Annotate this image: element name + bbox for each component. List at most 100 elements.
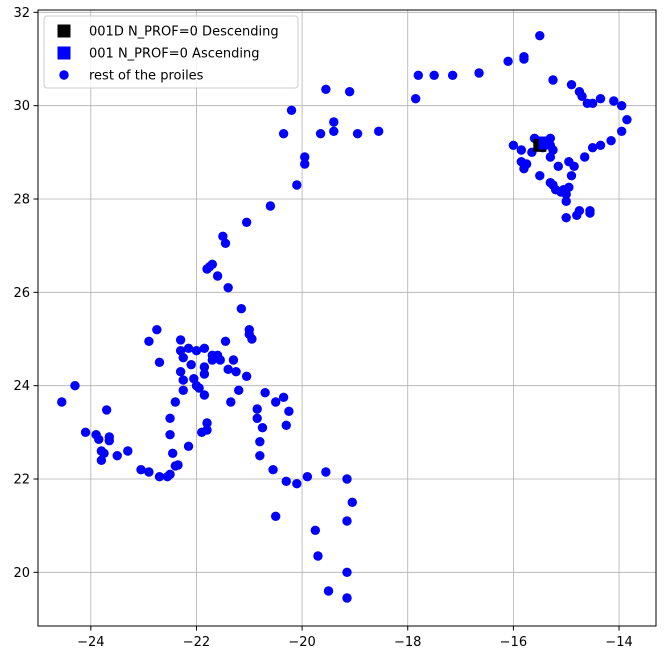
data-point bbox=[101, 405, 112, 415]
data-point bbox=[257, 422, 268, 433]
data-point bbox=[347, 497, 357, 508]
data-point-square bbox=[538, 136, 552, 150]
data-point bbox=[329, 117, 339, 127]
y-tick-label: 22 bbox=[13, 473, 30, 488]
data-point bbox=[167, 448, 178, 459]
data-point bbox=[234, 385, 244, 396]
legend-label: 001D N_PROF=0 Descending bbox=[89, 25, 279, 40]
data-point bbox=[226, 397, 236, 407]
data-point bbox=[165, 469, 175, 480]
data-point bbox=[241, 217, 252, 228]
grid-lines bbox=[38, 10, 656, 626]
data-point bbox=[561, 212, 571, 223]
data-point bbox=[270, 397, 281, 407]
x-tick-label: −22 bbox=[183, 635, 210, 650]
data-point bbox=[352, 128, 363, 139]
data-point bbox=[609, 96, 619, 106]
data-point bbox=[342, 516, 352, 526]
data-point bbox=[165, 413, 175, 424]
data-point bbox=[447, 70, 458, 81]
data-point bbox=[270, 511, 281, 522]
data-point bbox=[564, 182, 574, 193]
data-point bbox=[579, 152, 590, 162]
x-tick-label: −14 bbox=[605, 635, 632, 650]
data-point bbox=[561, 196, 571, 207]
data-point bbox=[342, 567, 352, 578]
data-point bbox=[616, 100, 627, 111]
data-point bbox=[323, 586, 334, 596]
data-point bbox=[284, 406, 294, 417]
data-point bbox=[595, 140, 606, 151]
data-point bbox=[519, 54, 529, 64]
legend-marker bbox=[57, 24, 71, 38]
data-point bbox=[286, 105, 297, 116]
y-tick-label: 28 bbox=[13, 193, 30, 208]
data-point bbox=[170, 397, 181, 407]
data-point bbox=[57, 397, 67, 407]
data-point bbox=[207, 259, 218, 270]
data-point bbox=[321, 84, 331, 95]
data-point bbox=[183, 343, 194, 354]
legend-marker bbox=[59, 70, 69, 80]
data-point bbox=[220, 336, 231, 347]
data-point bbox=[80, 427, 91, 438]
data-point bbox=[310, 525, 321, 536]
data-point bbox=[123, 446, 133, 456]
data-point bbox=[521, 159, 532, 169]
data-point bbox=[342, 593, 352, 603]
data-point bbox=[535, 30, 545, 41]
data-point bbox=[223, 364, 233, 375]
data-point bbox=[321, 467, 331, 477]
plot-frame bbox=[37, 9, 657, 627]
data-point bbox=[508, 140, 519, 151]
data-point bbox=[300, 159, 310, 169]
data-point bbox=[175, 335, 186, 345]
data-point bbox=[252, 413, 262, 424]
data-point bbox=[112, 450, 122, 461]
data-point bbox=[585, 208, 595, 218]
data-point bbox=[622, 114, 632, 125]
data-point bbox=[104, 436, 115, 446]
axes: −24 −22 −20 −18 −16 −14 20 22 24 26 28 30 32 bbox=[13, 6, 657, 650]
y-tick-label: 26 bbox=[13, 286, 30, 301]
y-tick-label: 30 bbox=[13, 99, 30, 114]
data-point bbox=[191, 345, 202, 356]
data-point bbox=[278, 392, 289, 403]
data-point bbox=[215, 355, 225, 365]
data-point bbox=[220, 238, 231, 249]
data-point bbox=[548, 75, 558, 85]
data-point bbox=[587, 98, 598, 109]
data-point bbox=[313, 551, 323, 561]
data-point bbox=[566, 170, 577, 181]
data-point bbox=[154, 471, 165, 482]
data-point bbox=[281, 476, 291, 487]
data-point bbox=[255, 450, 265, 461]
data-point bbox=[247, 334, 257, 344]
data-point bbox=[199, 369, 210, 379]
data-point bbox=[202, 425, 212, 435]
legend-marker bbox=[57, 46, 71, 60]
data-point bbox=[99, 448, 109, 459]
data-point bbox=[255, 436, 265, 447]
data-point bbox=[202, 418, 212, 428]
data-point bbox=[228, 355, 239, 365]
data-points bbox=[57, 30, 632, 603]
y-tick-label: 20 bbox=[13, 566, 30, 581]
data-point bbox=[616, 126, 627, 137]
data-point bbox=[292, 180, 302, 190]
y-tick-label: 32 bbox=[13, 6, 30, 21]
data-point bbox=[587, 142, 598, 153]
data-point bbox=[178, 385, 188, 396]
data-point bbox=[178, 375, 188, 385]
data-point bbox=[178, 352, 188, 363]
x-tick-label: −18 bbox=[394, 635, 421, 650]
data-point bbox=[144, 467, 154, 477]
data-point bbox=[373, 126, 384, 137]
data-point bbox=[574, 205, 585, 216]
x-tick-label: −20 bbox=[288, 635, 315, 650]
data-point bbox=[566, 79, 577, 90]
x-tick-label: −24 bbox=[77, 635, 104, 650]
data-point bbox=[183, 441, 194, 452]
data-point bbox=[223, 282, 233, 293]
